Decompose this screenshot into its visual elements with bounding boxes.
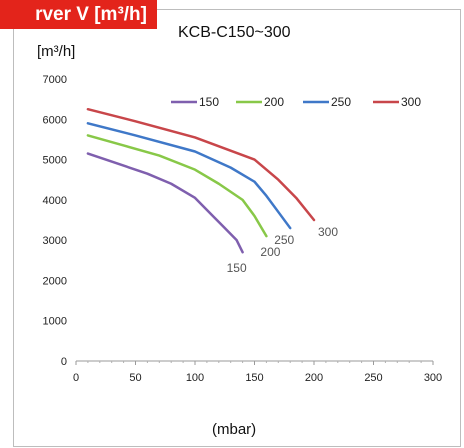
model-title: KCB-C150~300 [178,24,291,41]
x-tick-label: 50 [129,372,141,384]
end-label-250: 250 [274,233,294,247]
volume-flow-tag: rver V [m³/h] [0,0,157,29]
x-tick-label: 150 [245,372,263,384]
y-axis-unit: [m³/h] [37,43,76,60]
x-tick-label: 0 [73,372,79,384]
y-tick-label: 2000 [43,275,67,287]
y-tick-label: 1000 [43,316,67,328]
end-label-300: 300 [318,225,338,239]
end-label-150: 150 [227,261,247,275]
y-tick-label: 4000 [43,195,67,207]
legend-label-300: 300 [401,95,421,109]
x-axis-unit: (mbar) [212,421,257,438]
x-tick-label: 100 [186,372,204,384]
legend-label-200: 200 [264,95,284,109]
y-tick-label: 6000 [43,114,67,126]
series-line-150 [86,152,244,254]
x-tick-label: 250 [364,372,382,384]
series-line-300 [86,107,316,222]
x-tick-label: 300 [424,372,442,384]
legend-label-250: 250 [331,95,351,109]
legend-label-150: 150 [199,95,219,109]
x-tick-label: 200 [305,372,323,384]
y-tick-label: 5000 [43,155,67,167]
series-line-200 [86,134,268,238]
y-tick-label: 3000 [43,235,67,247]
end-label-200: 200 [260,245,280,259]
y-tick-label: 7000 [43,74,67,86]
series-line-250 [86,122,292,230]
y-tick-label: 0 [61,356,67,368]
chart-frame [13,9,461,447]
